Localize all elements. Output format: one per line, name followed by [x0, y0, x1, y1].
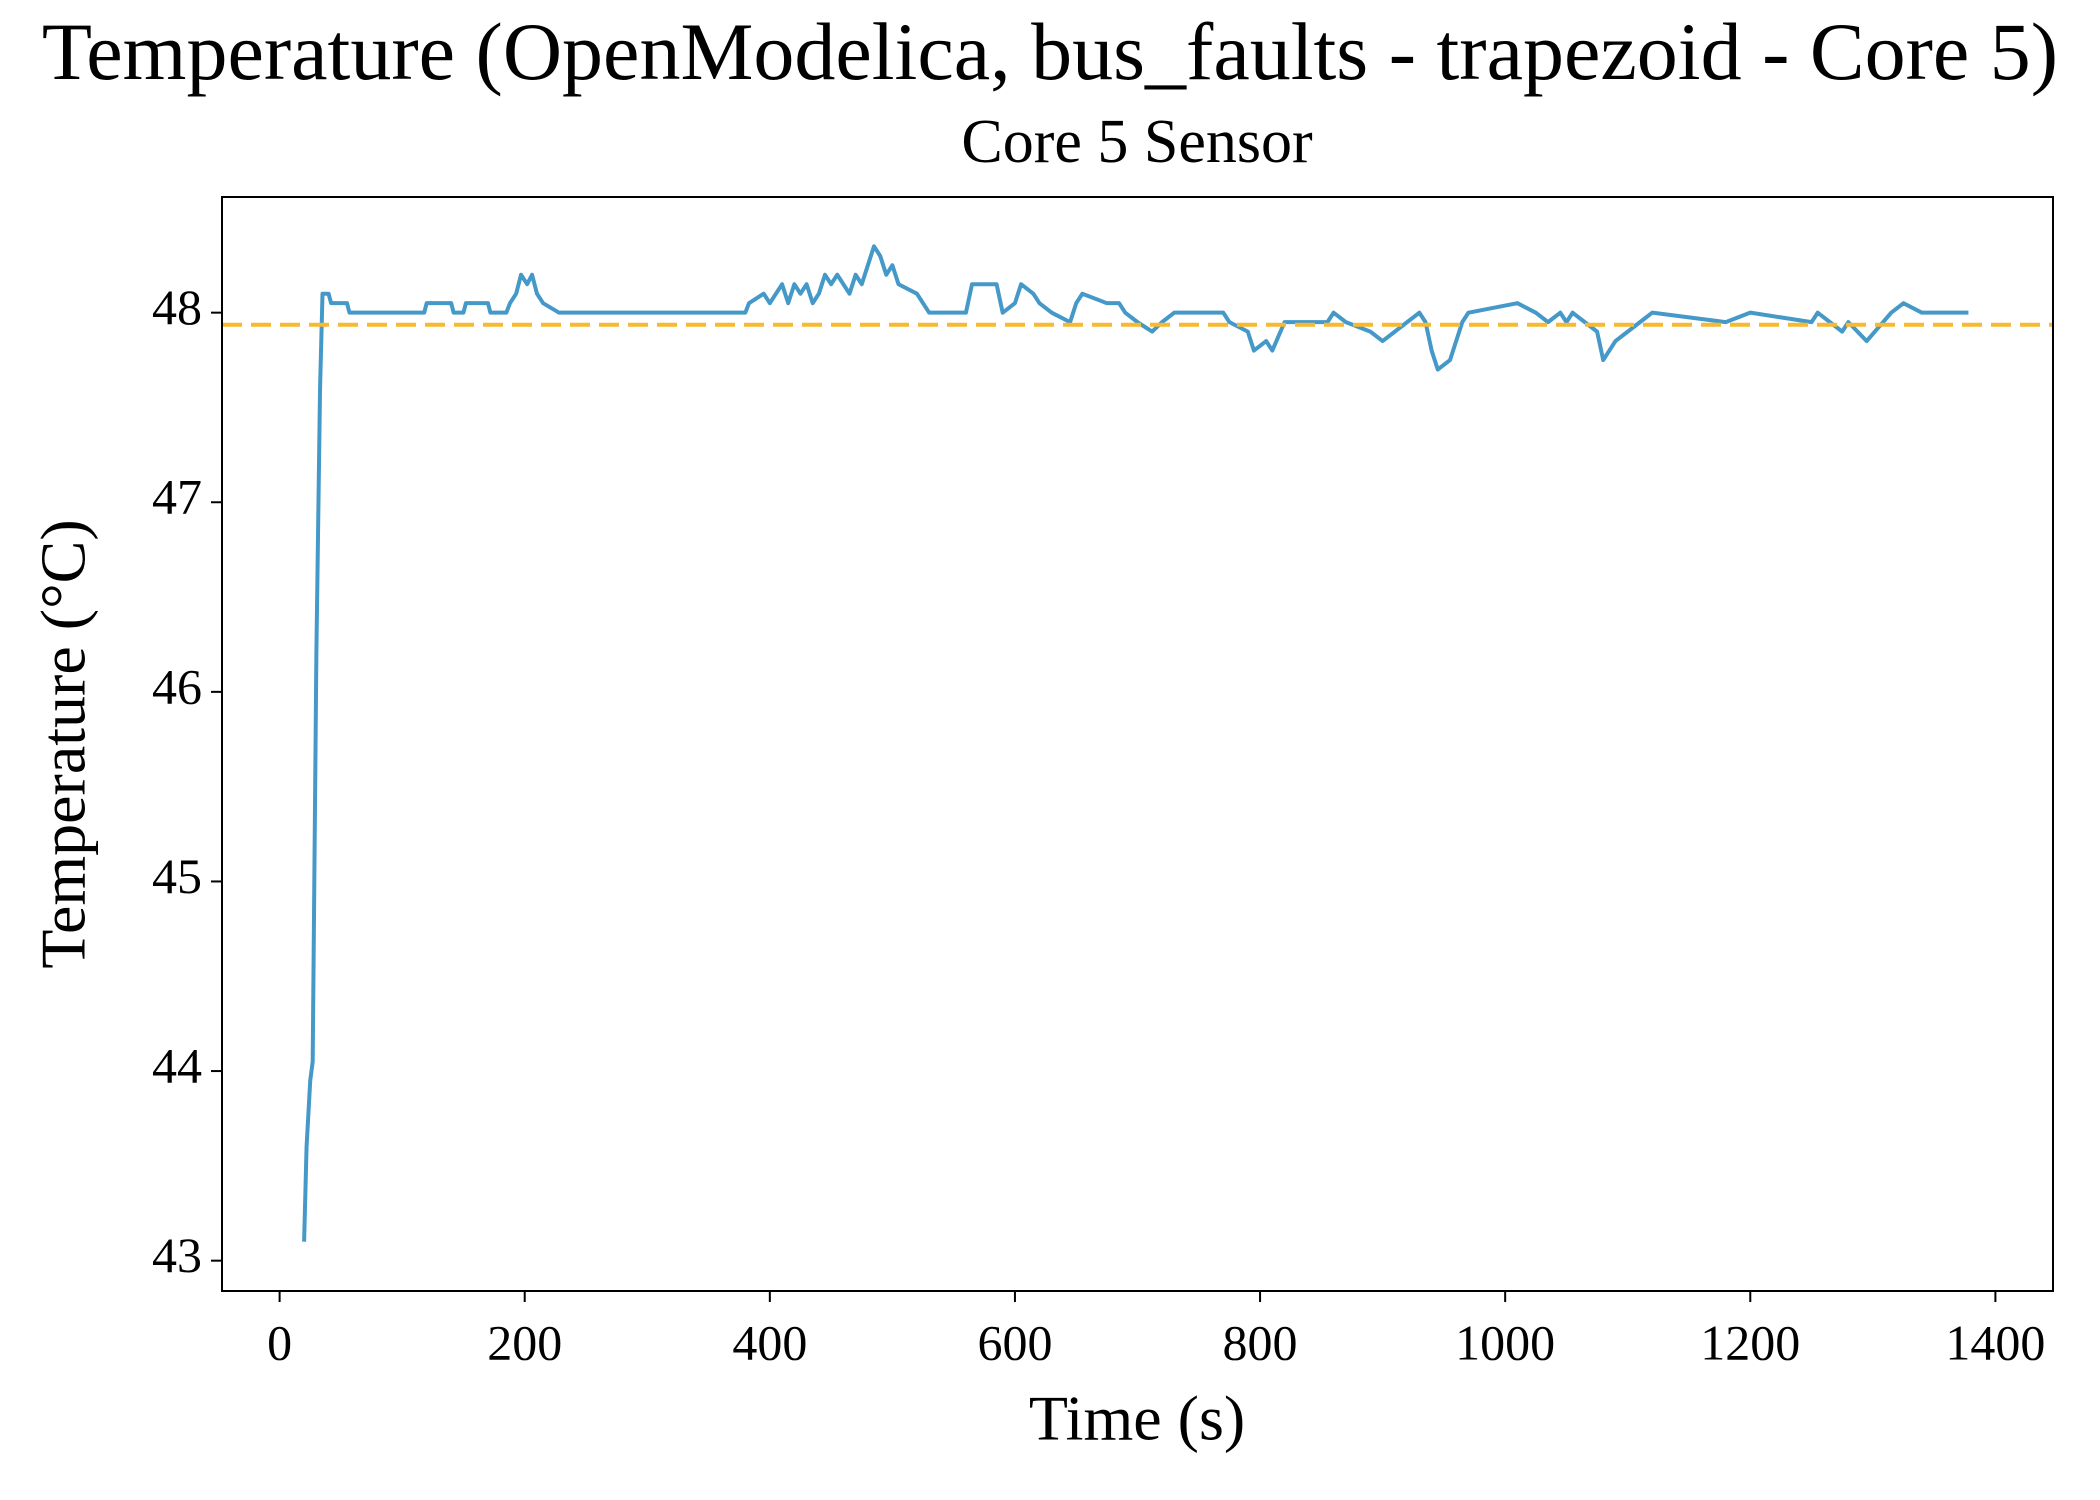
- x-axis-label: Time (s): [1029, 1383, 1245, 1454]
- data-line: [302, 244, 1969, 1242]
- y-axis-label: Temperature (°C): [28, 519, 99, 968]
- x-tick-label: 1000: [1455, 1314, 1555, 1370]
- y-tick-label: 48: [152, 279, 202, 335]
- y-tick-label: 46: [152, 658, 202, 714]
- chart-subtitle: Core 5 Sensor: [961, 108, 1313, 176]
- chart-title: Temperature (OpenModelica, bus_faults - …: [42, 6, 2058, 97]
- x-tick-label: 800: [1223, 1314, 1298, 1370]
- plot-frame: [221, 196, 2054, 1292]
- y-tick-label: 43: [152, 1227, 202, 1283]
- y-tick-label: 45: [152, 848, 202, 904]
- y-tick-label: 47: [152, 469, 202, 525]
- x-tick-label: 0: [267, 1314, 292, 1370]
- x-tick-label: 200: [487, 1314, 562, 1370]
- x-tick-label: 600: [977, 1314, 1052, 1370]
- x-tick-label: 400: [732, 1314, 807, 1370]
- x-tick-label: 1400: [1945, 1314, 2045, 1370]
- x-tick-label: 1200: [1700, 1314, 1800, 1370]
- y-tick-label: 44: [152, 1038, 202, 1094]
